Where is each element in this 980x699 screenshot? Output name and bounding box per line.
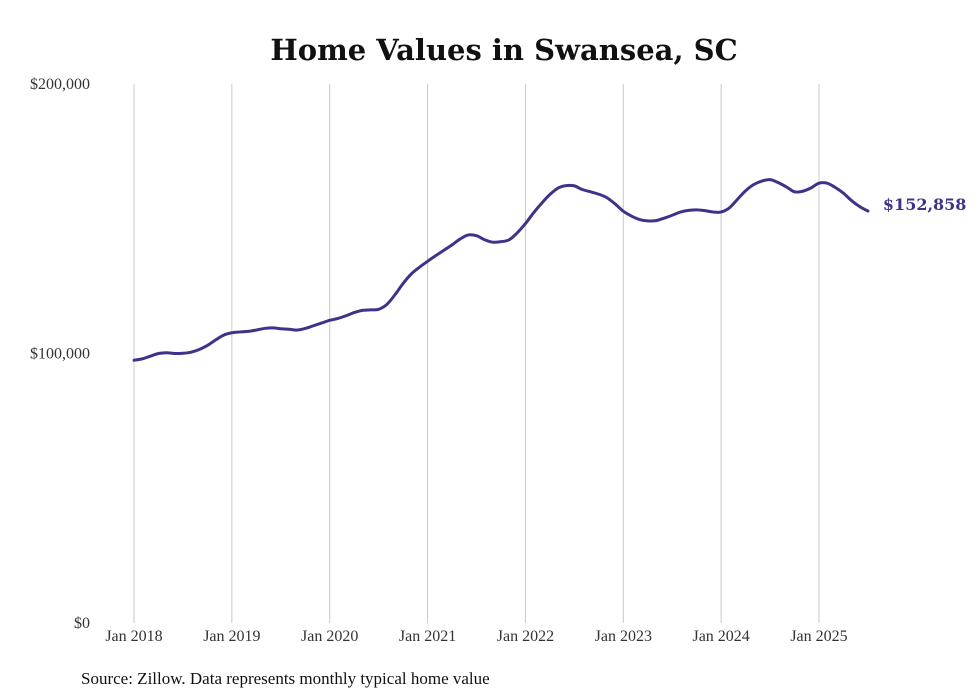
- x-axis-tick-labels: Jan 2018 Jan 2019 Jan 2020 Jan 2021 Jan 2022…: [105, 628, 847, 645]
- y-tick-label: $100,000: [30, 346, 90, 363]
- y-tick-label: $0: [74, 615, 90, 632]
- y-tick-label: $200,000: [30, 76, 90, 93]
- chart-title: Home Values in Swansea, SC: [270, 33, 737, 67]
- x-tick-label: Jan 2024: [692, 628, 749, 645]
- x-tick-label: Jan 2018: [105, 628, 162, 645]
- x-tick-label: Jan 2023: [595, 628, 652, 645]
- x-tick-label: Jan 2019: [203, 628, 260, 645]
- x-tick-label: Jan 2025: [790, 628, 847, 645]
- x-tick-label: Jan 2021: [399, 628, 456, 645]
- x-tick-label: Jan 2020: [301, 628, 358, 645]
- x-tick-label: Jan 2022: [497, 628, 554, 645]
- series-line: [132, 178, 870, 362]
- end-value-label: $152,858: [883, 195, 967, 214]
- vertical-gridlines: [133, 84, 820, 623]
- y-axis-tick-labels: $0 $100,000 $200,000: [30, 76, 90, 632]
- series-layer: $152,858: [132, 178, 967, 362]
- source-note: Source: Zillow. Data represents monthly …: [81, 669, 490, 688]
